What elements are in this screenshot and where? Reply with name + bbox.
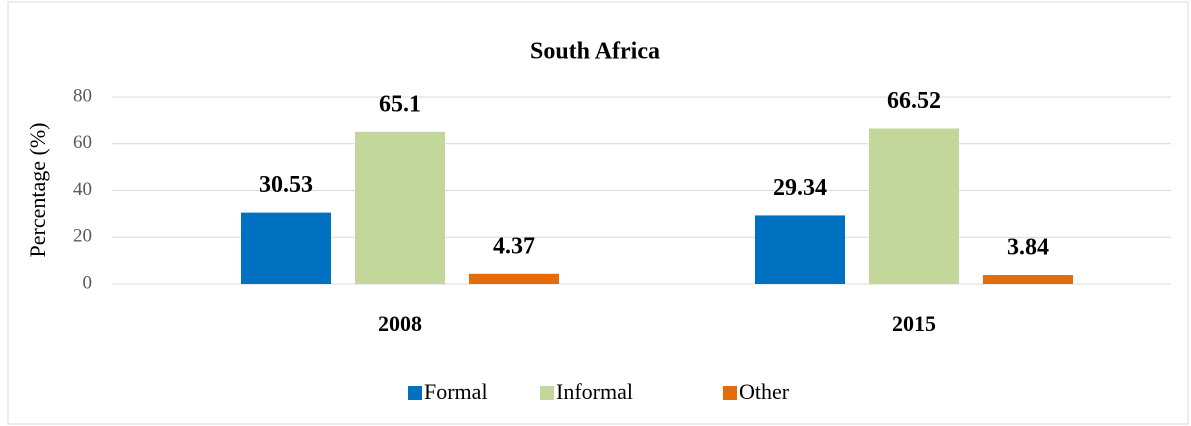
y-tick-label: 40 — [73, 179, 92, 200]
bar — [355, 131, 445, 284]
y-axis-label: Percentage (%) — [25, 123, 50, 258]
legend-label: Informal — [556, 379, 633, 404]
data-label: 4.37 — [493, 233, 535, 259]
bar — [241, 212, 331, 284]
legend-swatch — [408, 386, 422, 400]
data-label: 65.1 — [379, 91, 421, 117]
data-label: 3.84 — [1007, 235, 1049, 261]
legend-label: Other — [739, 379, 790, 404]
data-label: 29.34 — [773, 175, 827, 201]
y-tick-label: 20 — [73, 226, 92, 247]
bar — [983, 275, 1073, 284]
chart-title: South Africa — [530, 39, 660, 65]
legend-swatch — [540, 386, 554, 400]
x-tick-label: 2008 — [378, 311, 422, 336]
legend-label: Formal — [424, 379, 488, 404]
data-label: 66.52 — [887, 88, 941, 114]
legend-swatch — [723, 386, 737, 400]
y-tick-label: 80 — [73, 85, 92, 106]
y-tick-label: 60 — [73, 132, 92, 153]
bar — [755, 215, 845, 284]
y-tick-label: 0 — [83, 272, 93, 293]
chart-border — [7, 1, 1189, 425]
x-tick-label: 2015 — [892, 311, 936, 336]
bar — [869, 128, 959, 284]
bar — [469, 273, 559, 284]
data-label: 30.53 — [259, 172, 313, 198]
